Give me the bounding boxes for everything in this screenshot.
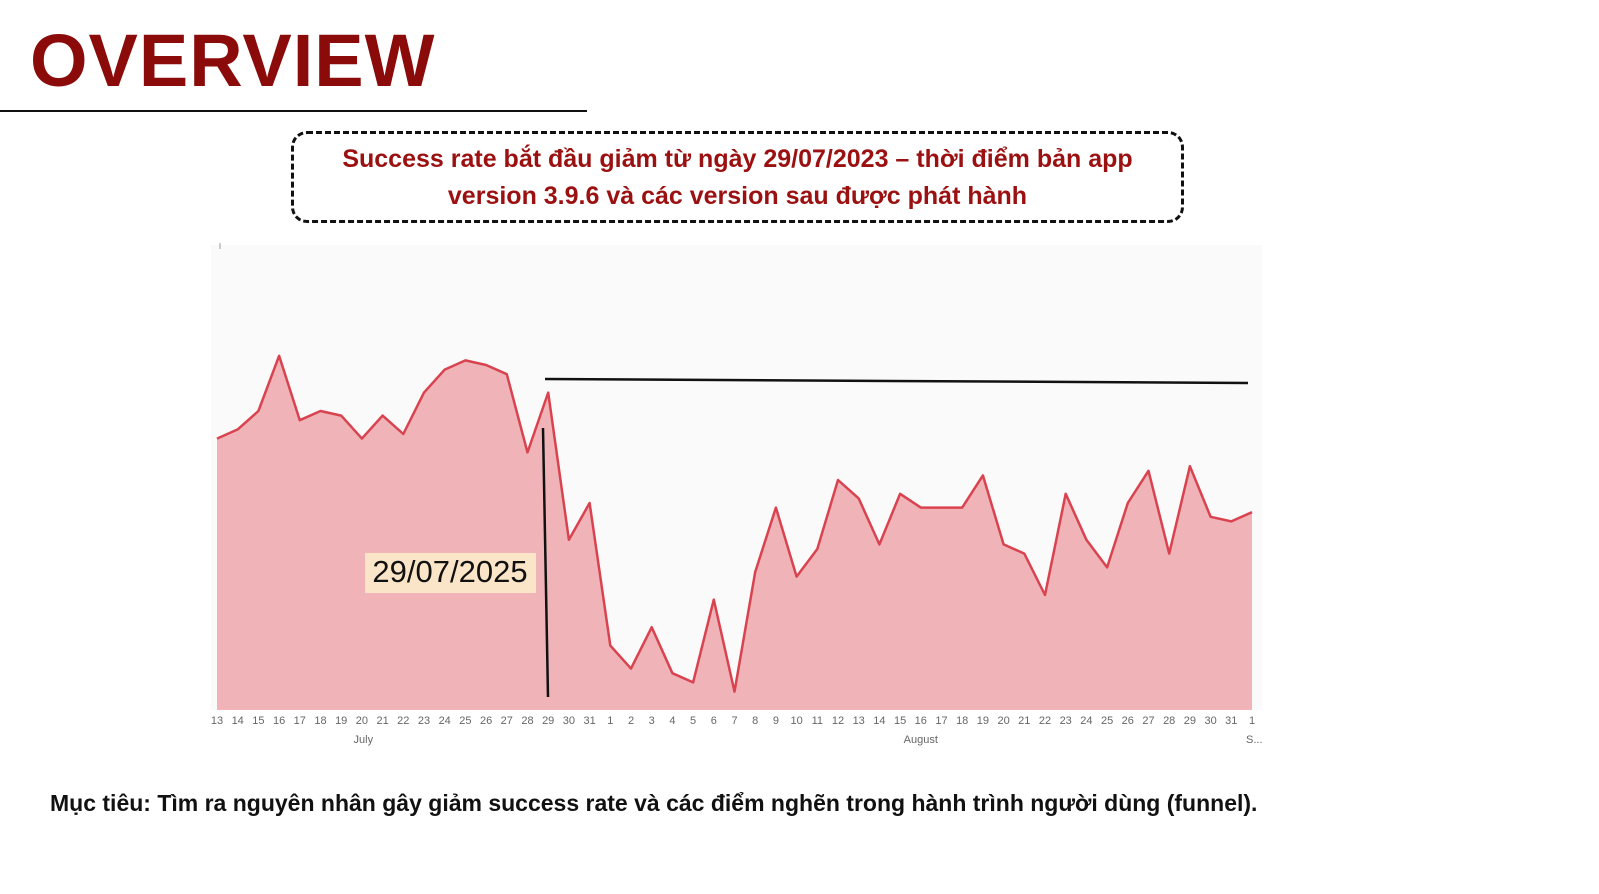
slide-title: OVERVIEW xyxy=(30,19,436,102)
x-tick-label: 17 xyxy=(935,715,947,727)
x-tick-label: 13 xyxy=(853,715,865,727)
footer-text: Mục tiêu: Tìm ra nguyên nhân gây giảm su… xyxy=(50,790,1258,816)
x-tick-label: 15 xyxy=(894,715,906,727)
x-tick-label: 26 xyxy=(1122,715,1134,727)
x-tick-label: 5 xyxy=(690,715,696,727)
x-tick-label: 3 xyxy=(649,715,655,727)
x-tick-label: 28 xyxy=(1163,715,1175,727)
x-tick-label: 4 xyxy=(669,715,675,727)
callout-box: Success rate bắt đầu giảm từ ngày 29/07/… xyxy=(291,131,1184,223)
x-tick-label: 25 xyxy=(459,715,471,727)
x-tick-label: 31 xyxy=(583,715,595,727)
callout-line: version 3.9.6 và các version sau được ph… xyxy=(447,182,1028,210)
x-tick-label: 26 xyxy=(480,715,492,727)
x-tick-label: 9 xyxy=(773,715,779,727)
x-tick-label: 16 xyxy=(273,715,285,727)
x-tick-label: 27 xyxy=(501,715,513,727)
month-label: July xyxy=(354,734,374,746)
x-tick-label: 23 xyxy=(418,715,430,727)
annotation-vertical xyxy=(541,427,550,698)
month-label: S... xyxy=(1246,734,1263,746)
x-tick-label: 14 xyxy=(232,715,244,727)
area-fill xyxy=(217,355,1252,710)
x-tick-label: 11 xyxy=(812,715,823,727)
month-label: August xyxy=(904,734,938,746)
x-tick-label: 8 xyxy=(752,715,758,727)
x-tick-label: 25 xyxy=(1101,715,1113,727)
x-tick-label: 22 xyxy=(397,715,409,727)
x-tick-label: 22 xyxy=(1039,715,1051,727)
title-rule xyxy=(0,110,587,112)
x-tick-label: 23 xyxy=(1060,715,1072,727)
x-tick-label: 28 xyxy=(521,715,533,727)
x-tick-label: 19 xyxy=(977,715,989,727)
x-tick-label: 19 xyxy=(335,715,347,727)
x-tick-label: 20 xyxy=(997,715,1009,727)
x-tick-label: 1 xyxy=(1249,715,1255,727)
x-tick-label: 27 xyxy=(1142,715,1154,727)
x-tick-label: 18 xyxy=(314,715,326,727)
x-tick-label: 6 xyxy=(711,715,717,727)
x-tick-label: 7 xyxy=(731,715,737,727)
x-tick-label: 14 xyxy=(873,715,885,727)
x-tick-label: 16 xyxy=(915,715,927,727)
x-tick-label: 24 xyxy=(1080,715,1092,727)
x-tick-label: 12 xyxy=(832,715,844,727)
annotation-label: 29/07/2025 xyxy=(372,554,527,589)
x-tick-label: 2 xyxy=(628,715,634,727)
x-tick-label: 29 xyxy=(542,715,554,727)
x-tick-label: 24 xyxy=(439,715,451,727)
x-tick-label: 15 xyxy=(252,715,264,727)
callout-line: Success rate bắt đầu giảm từ ngày 29/07/… xyxy=(342,145,1133,173)
x-tick-label: 30 xyxy=(1204,715,1216,727)
x-tick-label: 18 xyxy=(956,715,968,727)
x-tick-label: 20 xyxy=(356,715,368,727)
x-tick-label: 21 xyxy=(376,715,388,727)
x-tick-label: 21 xyxy=(1018,715,1030,727)
x-tick-label: 31 xyxy=(1225,715,1237,727)
x-tick-label: 29 xyxy=(1184,715,1196,727)
annotation-horizontal xyxy=(544,377,1249,385)
x-tick-label: 1 xyxy=(607,715,613,727)
series-line xyxy=(216,354,1253,693)
annotation-bg xyxy=(365,553,536,593)
chart: 13 14 15 16 17 18 19 20 21 22 23 24 25 26 27 28 29 30 31 1 2… xyxy=(211,243,1263,746)
x-tick-label: 30 xyxy=(563,715,575,727)
x-tick-label: 13 xyxy=(211,715,223,727)
x-tick-label: 17 xyxy=(294,715,306,727)
x-tick-label: 10 xyxy=(790,715,802,727)
